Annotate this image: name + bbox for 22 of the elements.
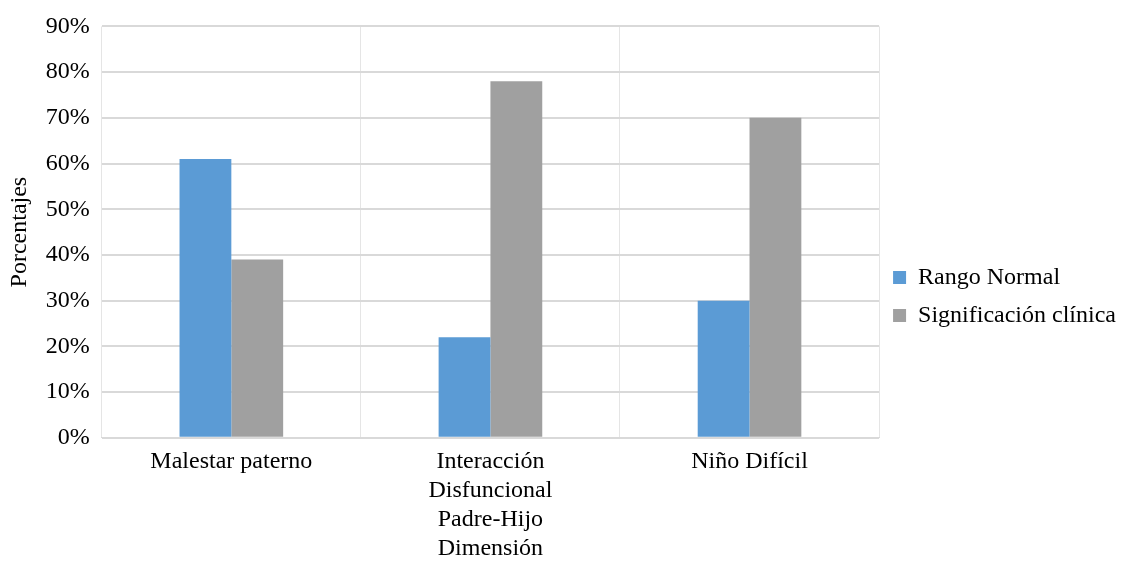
y-tick-label: 10% xyxy=(45,377,90,404)
y-tick-label: 40% xyxy=(45,240,90,267)
x-tick-label: Niño Difícil xyxy=(691,447,809,474)
y-tick-label: 70% xyxy=(45,103,90,130)
y-tick-label: 0% xyxy=(57,423,90,450)
x-tick-label: Interacción Disfuncional Padre-Hijo Dimensión xyxy=(428,447,553,560)
y-axis-title: Porcentajes xyxy=(4,176,31,288)
bar xyxy=(749,117,802,437)
bar xyxy=(490,81,543,437)
y-tick-label: 30% xyxy=(45,285,90,312)
legend-label: Rango Normal xyxy=(918,262,1061,289)
y-tick-label: 20% xyxy=(45,331,90,358)
bar xyxy=(179,158,232,437)
bar xyxy=(697,300,750,437)
legend-label: Significación clínica xyxy=(918,300,1117,327)
y-tick-label: 50% xyxy=(45,194,90,221)
y-tick-label: 90% xyxy=(45,11,90,38)
bar xyxy=(231,259,284,437)
bar xyxy=(438,337,491,437)
y-tick-label: 60% xyxy=(45,148,90,175)
y-tick-label: 80% xyxy=(45,57,90,84)
x-tick-label: Malestar paterno xyxy=(150,447,313,474)
